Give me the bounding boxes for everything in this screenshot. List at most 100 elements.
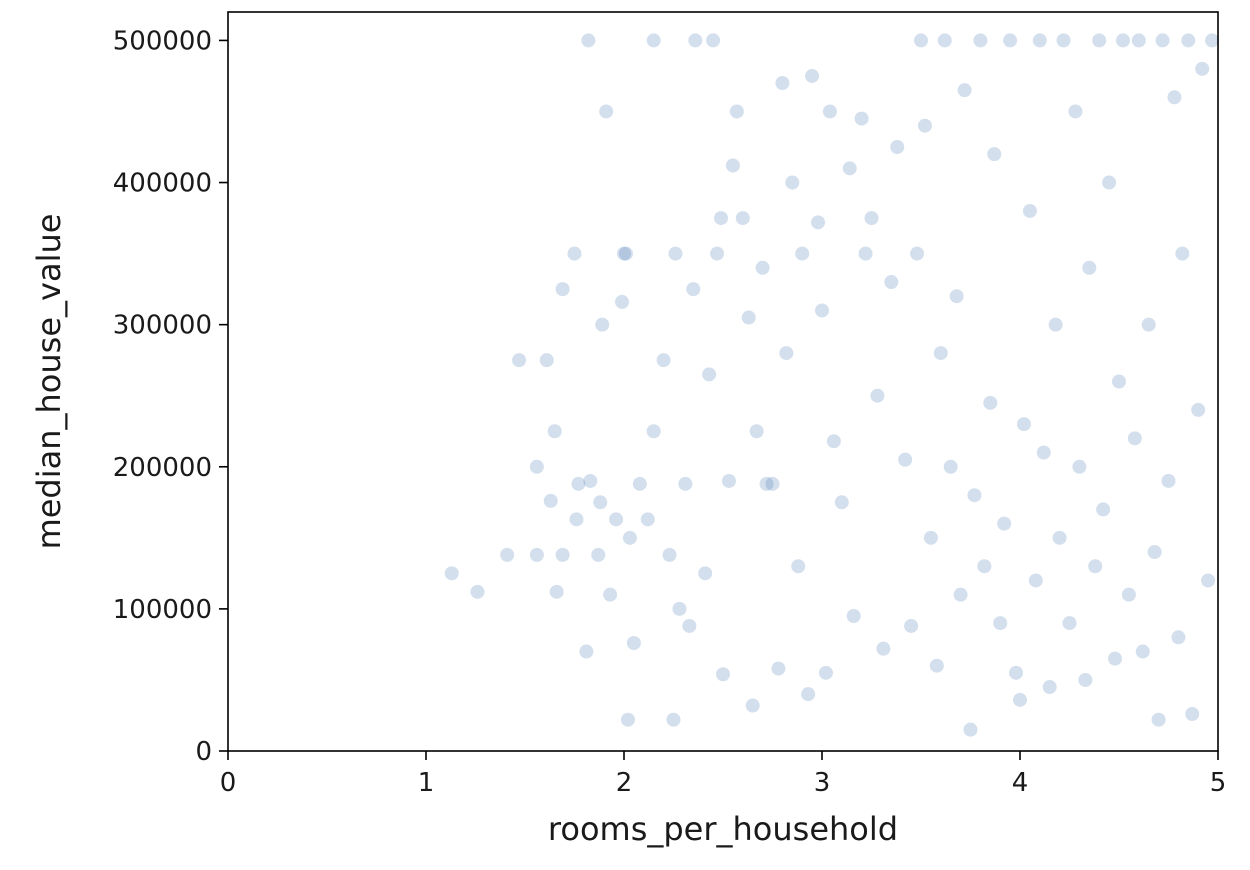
- data-point: [1078, 672, 1093, 687]
- points-layer: [444, 33, 1220, 737]
- data-point: [672, 601, 687, 616]
- data-point: [949, 289, 964, 304]
- data-point: [876, 641, 891, 656]
- data-point: [1036, 445, 1051, 460]
- data-point: [1191, 402, 1206, 417]
- data-point: [549, 584, 564, 599]
- data-point: [1016, 417, 1031, 432]
- data-point: [595, 317, 610, 332]
- data-point: [583, 473, 598, 488]
- data-point: [626, 635, 641, 650]
- data-point: [1088, 559, 1103, 574]
- data-point: [818, 665, 833, 680]
- data-point: [721, 473, 736, 488]
- data-point: [662, 547, 677, 562]
- x-tick-label: 4: [1012, 768, 1029, 798]
- data-point: [993, 616, 1008, 631]
- data-point: [929, 658, 944, 673]
- data-point: [933, 346, 948, 361]
- data-point: [826, 434, 841, 449]
- data-point: [1022, 203, 1037, 218]
- data-point: [795, 246, 810, 261]
- data-point: [640, 512, 655, 527]
- x-tick-label: 3: [814, 768, 831, 798]
- data-point: [1155, 33, 1170, 48]
- data-point: [953, 587, 968, 602]
- data-point: [729, 104, 744, 119]
- x-tick-label: 0: [220, 768, 237, 798]
- data-point: [1042, 680, 1057, 695]
- data-point: [854, 111, 869, 126]
- data-point: [668, 246, 683, 261]
- data-point: [842, 161, 857, 176]
- data-point: [937, 33, 952, 48]
- data-point: [864, 211, 879, 226]
- data-point: [702, 367, 717, 382]
- data-point: [571, 476, 586, 491]
- data-point: [741, 310, 756, 325]
- data-point: [710, 246, 725, 261]
- x-tick-label: 1: [418, 768, 435, 798]
- data-point: [1195, 61, 1210, 76]
- data-point: [682, 618, 697, 633]
- ticks-layer: 0 1 2 3 4 5 0 100000 200000 300000 400000 500000: [113, 26, 1227, 798]
- data-point: [967, 488, 982, 503]
- data-point: [1096, 502, 1111, 517]
- data-point: [1009, 665, 1024, 680]
- data-point: [1115, 33, 1130, 48]
- data-point: [1135, 644, 1150, 659]
- data-point: [725, 158, 740, 173]
- data-point: [678, 476, 693, 491]
- data-point: [910, 246, 925, 261]
- data-point: [714, 211, 729, 226]
- y-tick-label: 400000: [113, 169, 212, 199]
- data-point: [603, 587, 618, 602]
- data-point: [846, 608, 861, 623]
- plot-frame: [227, 11, 1219, 752]
- data-point: [1151, 712, 1166, 727]
- data-point: [1048, 317, 1063, 332]
- data-point: [923, 530, 938, 545]
- data-point: [539, 353, 554, 368]
- data-point: [555, 547, 570, 562]
- data-point: [775, 76, 790, 91]
- y-tick-label: 0: [195, 737, 212, 767]
- data-point: [1205, 33, 1220, 48]
- data-point: [686, 282, 701, 297]
- data-point: [579, 644, 594, 659]
- data-point: [822, 104, 837, 119]
- data-point: [1147, 545, 1162, 560]
- data-point: [593, 495, 608, 510]
- data-point: [1052, 530, 1067, 545]
- data-point: [791, 559, 806, 574]
- data-point: [617, 246, 631, 261]
- data-point: [858, 246, 873, 261]
- data-point: [1175, 246, 1190, 261]
- data-point: [1181, 33, 1196, 48]
- data-point: [904, 618, 919, 633]
- data-point: [656, 353, 671, 368]
- data-point: [567, 246, 582, 261]
- y-tick-label: 500000: [113, 26, 212, 56]
- data-point: [512, 353, 527, 368]
- data-point: [898, 452, 913, 467]
- y-tick-label: 200000: [113, 453, 212, 483]
- data-point: [1167, 90, 1182, 105]
- data-point: [1032, 33, 1047, 48]
- data-point: [805, 68, 820, 83]
- data-point: [1082, 260, 1097, 275]
- y-axis-label: median_house_value: [30, 214, 68, 550]
- data-point: [963, 722, 978, 737]
- data-point: [646, 424, 661, 439]
- x-tick-label: 5: [1210, 768, 1227, 798]
- data-point: [1102, 175, 1117, 190]
- data-point: [1062, 616, 1077, 631]
- data-point: [834, 495, 849, 510]
- data-point: [591, 547, 606, 562]
- data-point: [1185, 707, 1200, 722]
- data-point: [581, 33, 596, 48]
- data-point: [779, 346, 794, 361]
- x-tick-label: 2: [616, 768, 633, 798]
- data-point: [500, 547, 515, 562]
- data-point: [1131, 33, 1146, 48]
